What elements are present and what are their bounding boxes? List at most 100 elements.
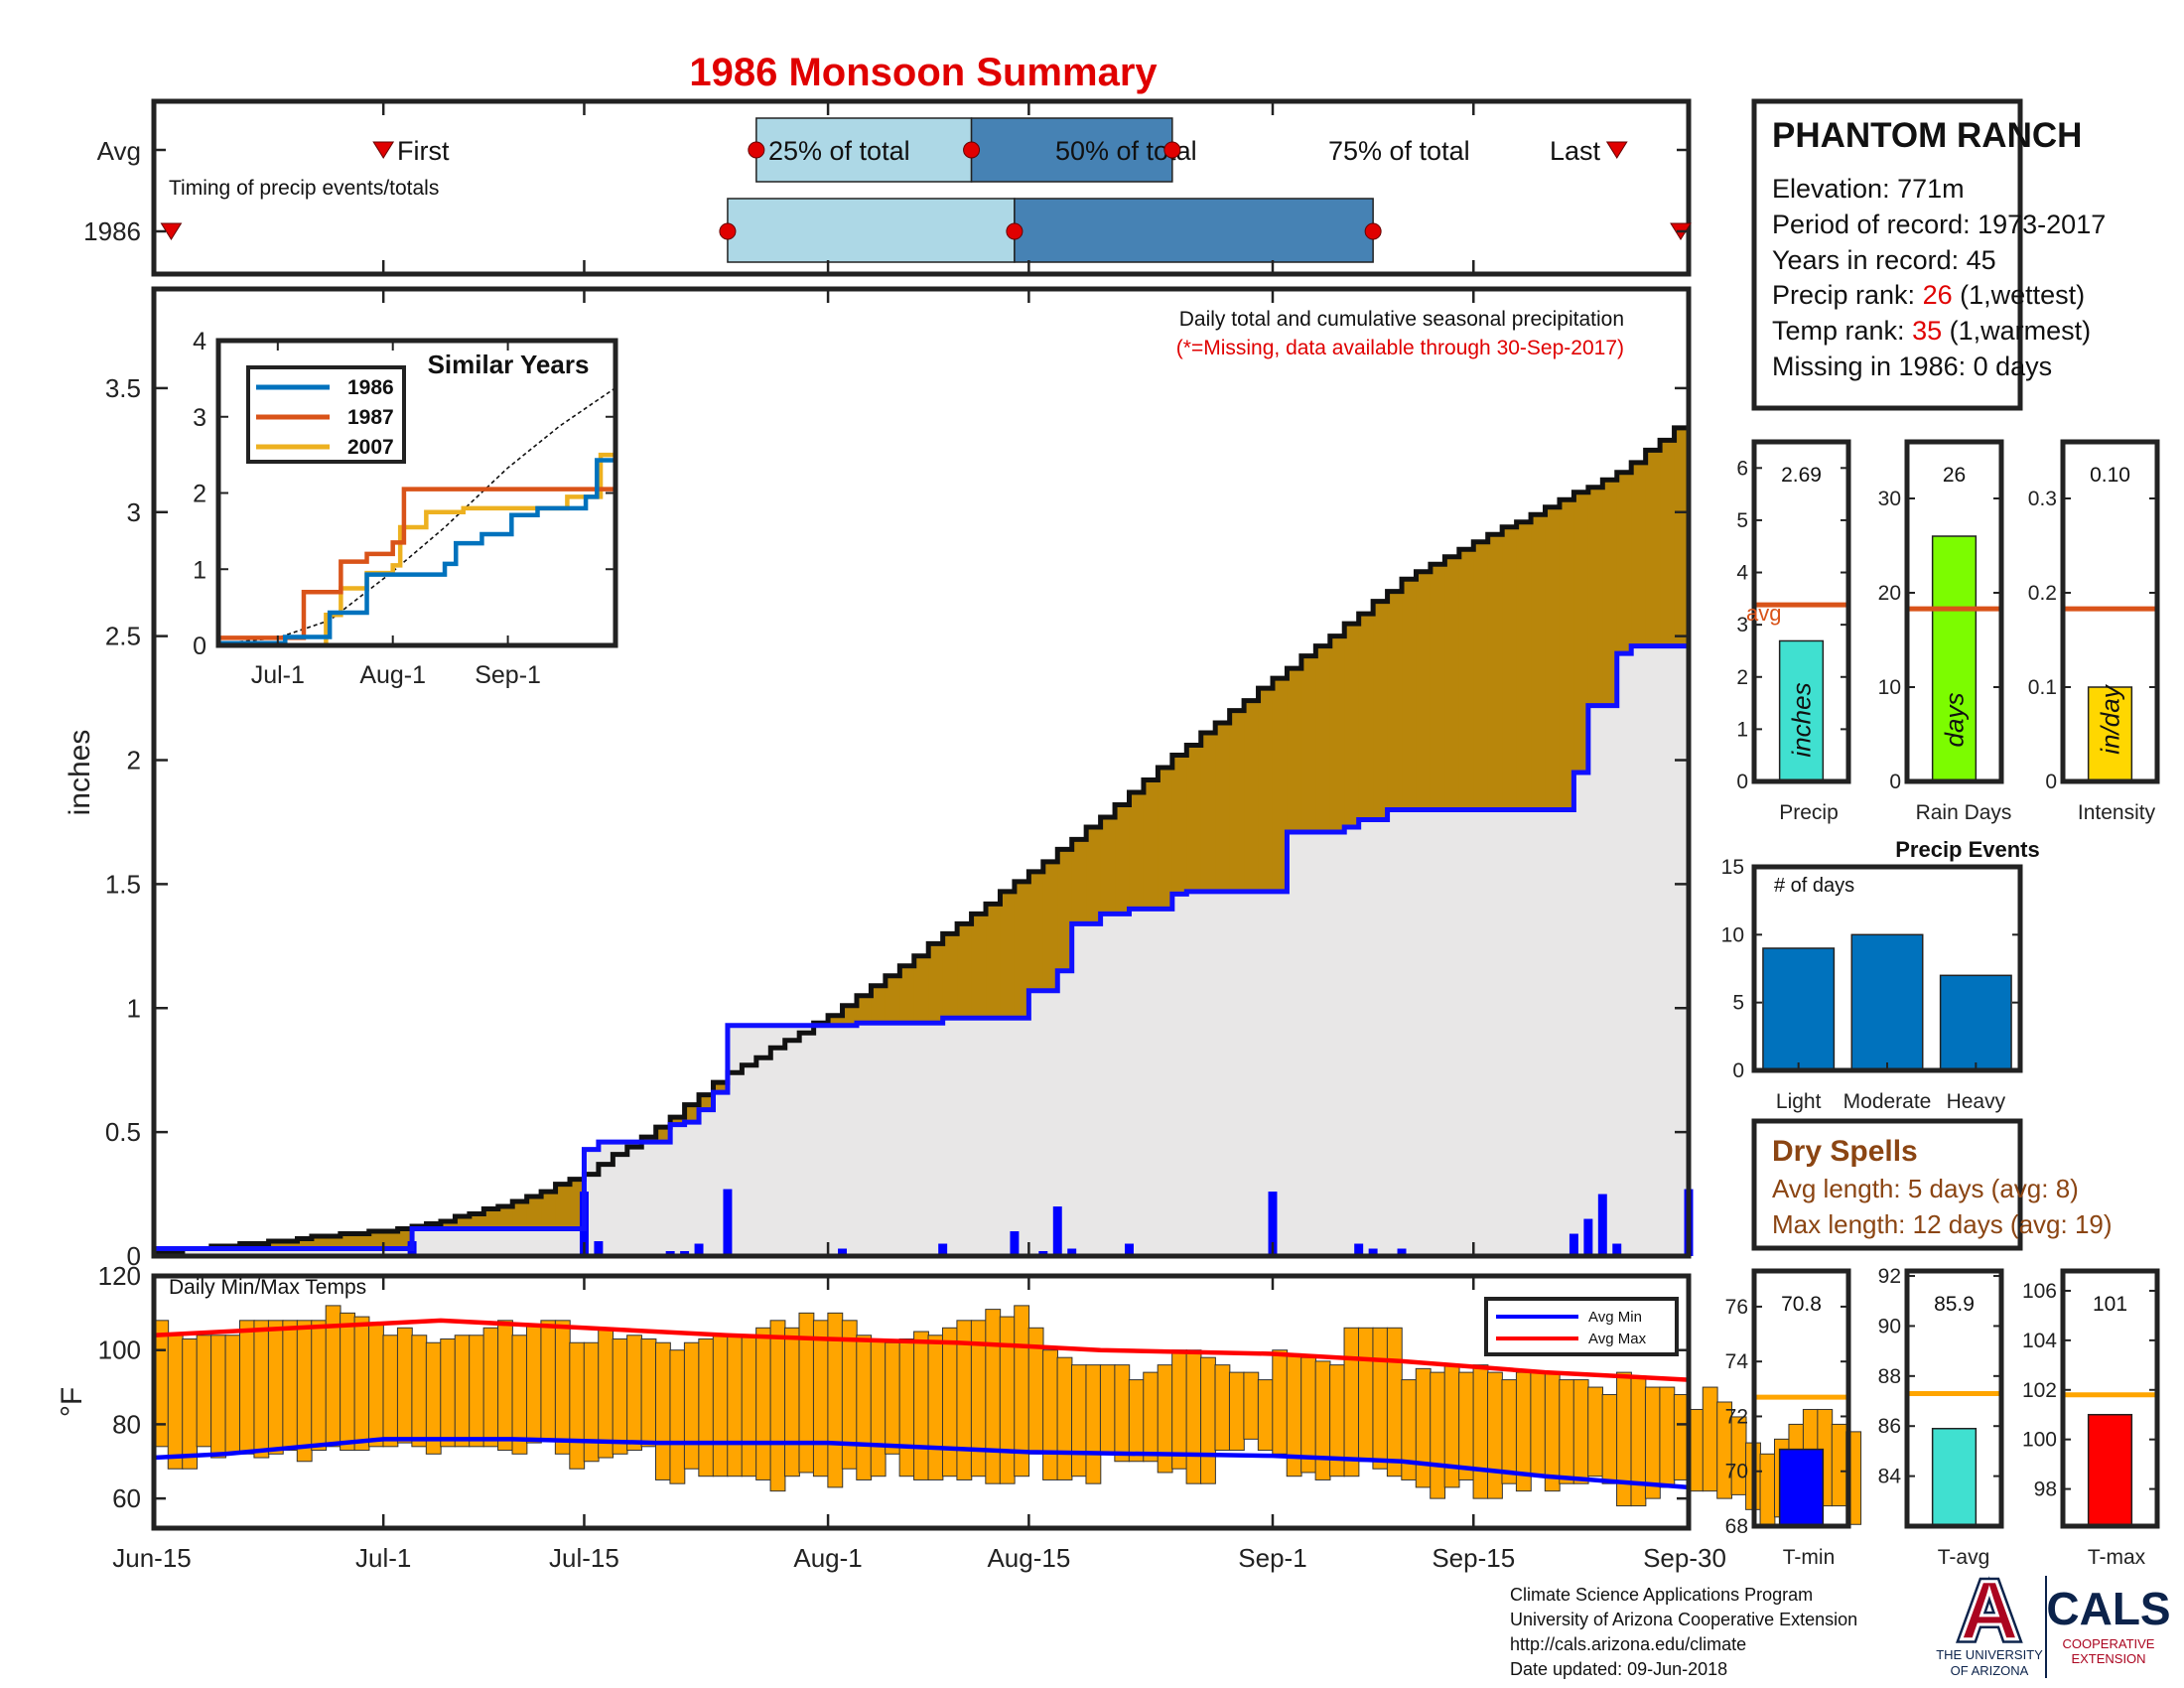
- above-average-strip: [526, 1196, 542, 1229]
- panel-tmax_bar: 98 100 102 104 106 101 T-max: [2022, 1268, 2160, 1569]
- main-ytick-label: 0.5: [105, 1117, 141, 1147]
- timing-year-first-marker: [160, 222, 183, 240]
- tmax_bar-ytick-label: 100: [2022, 1429, 2057, 1452]
- daily-temp-bar: [1042, 1349, 1058, 1480]
- precip-events-panel: Precip Events Light Moderate Heavy 0 5 10 15 #…: [1721, 837, 2040, 1113]
- daily-temp-bar: [1314, 1360, 1331, 1480]
- daily-temp-bar: [1200, 1356, 1216, 1484]
- panel-raindays_bar: 0 10 20 30 26 Rain Days days: [1878, 439, 2012, 824]
- above-average-strip: [942, 933, 958, 1019]
- daily-precip-bar: [594, 1241, 604, 1256]
- above-average-strip: [1660, 440, 1676, 646]
- precip_bar-ytick-label: 2: [1736, 666, 1748, 689]
- timing-avg-bar-50-75: [970, 117, 1173, 183]
- avg-min-line: [153, 1437, 1690, 1490]
- tavg_bar-ytick-label: 92: [1878, 1265, 1901, 1288]
- above-average-strip: [684, 1104, 700, 1123]
- daily-temp-bar: [755, 1327, 771, 1480]
- date-axis-labels: Jun-15 Jul-1 Jul-15 Aug-1 Aug-15 Sep-1 Sep-15 S…: [112, 101, 1726, 1573]
- ua-logo-line-1: THE UNIVERSITY: [1936, 1647, 2043, 1662]
- precip_bar-avg-label: avg: [1746, 601, 1781, 626]
- timing-last-label: Last: [1550, 136, 1601, 166]
- above-average-strip: [1559, 499, 1575, 810]
- daily-precip-bar: [1067, 1248, 1077, 1256]
- timing-panel: Avg 1986 Timing of precip events/totals …: [83, 98, 1692, 277]
- date-tick-label: Sep-1: [1238, 1543, 1306, 1573]
- above-average-strip: [986, 904, 1002, 1019]
- figure-title: 1986 Monsoon Summary: [689, 51, 1158, 94]
- inset-xtick-label: Sep-1: [475, 661, 541, 689]
- legend-avg-max-label: Avg Max: [1588, 1331, 1647, 1347]
- above-average-strip: [1502, 526, 1518, 810]
- temp-ytick-label: 60: [112, 1483, 141, 1513]
- daily-temp-bar: [1114, 1364, 1131, 1463]
- daily-temp-bar: [1759, 1453, 1776, 1529]
- above-average-strip: [297, 1238, 313, 1249]
- main-y-axis: 0 0.5 1 1.5 2 2.5 3 3.5: [105, 373, 1689, 1271]
- station-info-box: PHANTOM RANCH Elevation: 771m Period of …: [1751, 98, 2106, 411]
- timing-year-p50-marker: [1006, 222, 1024, 240]
- above-average-strip: [455, 1216, 471, 1229]
- above-average-strip: [1358, 614, 1374, 820]
- daily-temp-bar: [583, 1341, 600, 1463]
- inset-series-1987: [218, 487, 615, 640]
- dry-spells-title: Dry Spells: [1772, 1135, 1918, 1168]
- intensity_bar-ytick-label: 0: [2045, 771, 2057, 793]
- inset-ytick-label: 4: [193, 328, 206, 355]
- daily-temp-bar: [224, 1335, 241, 1455]
- precip-rank-value: 26: [1923, 280, 1953, 310]
- legend-1986-label: 1986: [347, 376, 394, 399]
- raindays_bar-ytick-label: 10: [1878, 676, 1901, 699]
- daily-temp-bar: [1257, 1379, 1274, 1452]
- tavg_bar-ytick-label: 88: [1878, 1365, 1901, 1388]
- daily-temp-bar: [1357, 1327, 1374, 1463]
- precip_bar-ytick-label: 3: [1736, 614, 1748, 636]
- daily-temp-bar: [167, 1335, 184, 1470]
- above-average-strip: [1545, 506, 1561, 810]
- above-average-strip: [1458, 549, 1474, 810]
- raindays_bar-xlabel: Rain Days: [1916, 801, 2012, 824]
- above-average-strip: [326, 1236, 341, 1249]
- date-tick-label: Sep-30: [1643, 1543, 1726, 1573]
- intensity_bar-ytick-label: 0.2: [2028, 582, 2057, 605]
- above-average-strip: [1086, 826, 1102, 924]
- daily-temp-bar: [411, 1335, 428, 1448]
- daily-temp-bar: [698, 1338, 715, 1477]
- timing-avg-label: Avg: [97, 136, 141, 166]
- daily-precip-bar: [1569, 1233, 1578, 1256]
- tmin_bar-frame: [1751, 1268, 1851, 1529]
- daily-temp-bar: [440, 1338, 457, 1448]
- footer-line-4: Date updated: 09-Jun-2018: [1510, 1659, 1727, 1679]
- daily-precip-bar: [1583, 1218, 1593, 1256]
- tavg_bar-ytick-label: 90: [1878, 1315, 1901, 1337]
- above-average-strip: [340, 1233, 355, 1249]
- raindays_bar-frame: [1904, 439, 2004, 784]
- above-average-strip: [1215, 723, 1231, 892]
- main-ytick-label: 3.5: [105, 373, 141, 403]
- daily-temp-bar: [885, 1341, 901, 1455]
- main-ytick-label: 2.5: [105, 622, 141, 651]
- temp-title: Daily Min/Max Temps: [169, 1276, 366, 1299]
- above-average-strip: [1531, 514, 1547, 810]
- daily-temp-bar: [655, 1341, 671, 1480]
- daily-temp-bar: [927, 1335, 944, 1480]
- daily-temp-bar: [1401, 1379, 1418, 1480]
- precip_bar-ytick-label: 4: [1736, 562, 1748, 585]
- inset-ytick-label: 3: [193, 404, 206, 432]
- temp-rank-label: Temp rank:: [1772, 316, 1912, 346]
- temp-ytick-label: 120: [98, 1261, 141, 1291]
- avg-max-line: [153, 1318, 1690, 1382]
- above-average-strip: [828, 1015, 844, 1026]
- daily-temp-bar: [1630, 1375, 1647, 1507]
- tavg_bar-bar: [1931, 1427, 1978, 1527]
- station-precip-rank: Precip rank: 26 (1,wettest): [1772, 280, 2085, 310]
- above-average-strip: [1300, 655, 1316, 832]
- precip_bar-xlabel: Precip: [1779, 801, 1839, 824]
- events-ytick-label: 0: [1732, 1059, 1744, 1082]
- average-cumulative-line: [154, 417, 1692, 1254]
- station-temp-rank: Temp rank: 35 (1,warmest): [1772, 316, 2091, 346]
- above-average-strip: [1587, 487, 1603, 706]
- footer-line-2: University of Arizona Cooperative Extens…: [1510, 1610, 1857, 1629]
- events-bar-moderate: [1850, 933, 1924, 1071]
- above-average-strip: [1473, 541, 1489, 810]
